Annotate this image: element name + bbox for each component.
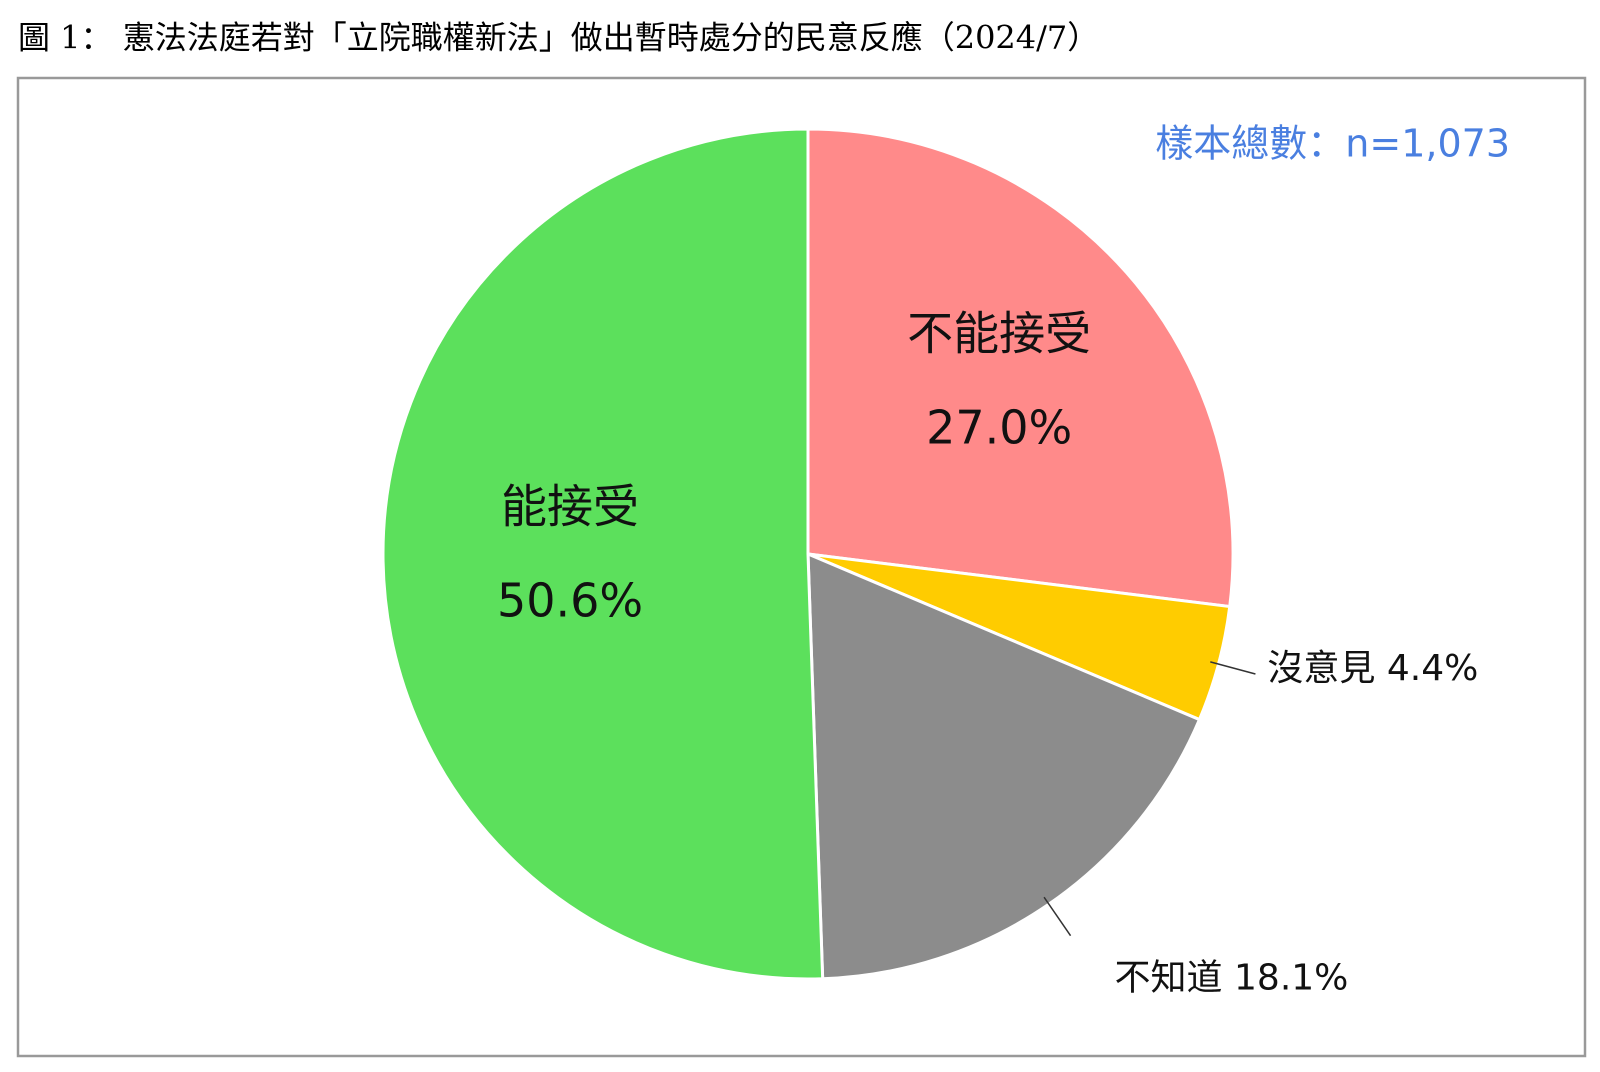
chart-title: 圖 1： 憲法法庭若對「立院職權新法」做出暫時處分的民意反應（2024/7） [18, 19, 1099, 57]
slice-category-label: 能接受 [501, 480, 639, 534]
slice-value-label: 4.4% [1387, 648, 1478, 689]
pie-slice [381, 127, 825, 981]
slice-category-label: 沒意見 [1267, 648, 1375, 689]
leader-line [1210, 661, 1256, 675]
sample-size-note: 樣本總數：n=1,073 [1155, 122, 1510, 166]
slice-category-label: 不能接受 [907, 307, 1091, 361]
slice-value-label: 18.1% [1234, 958, 1348, 999]
slice-value-label: 50.6% [497, 574, 643, 628]
slice-category-label: 不知道 [1115, 958, 1223, 999]
slice-label: 沒意見 4.4% [1267, 648, 1478, 689]
leader-line [1043, 896, 1072, 937]
slice-value-label: 27.0% [926, 401, 1072, 455]
pie-slice [806, 127, 1235, 609]
slice-label: 不知道 18.1% [1115, 958, 1349, 999]
